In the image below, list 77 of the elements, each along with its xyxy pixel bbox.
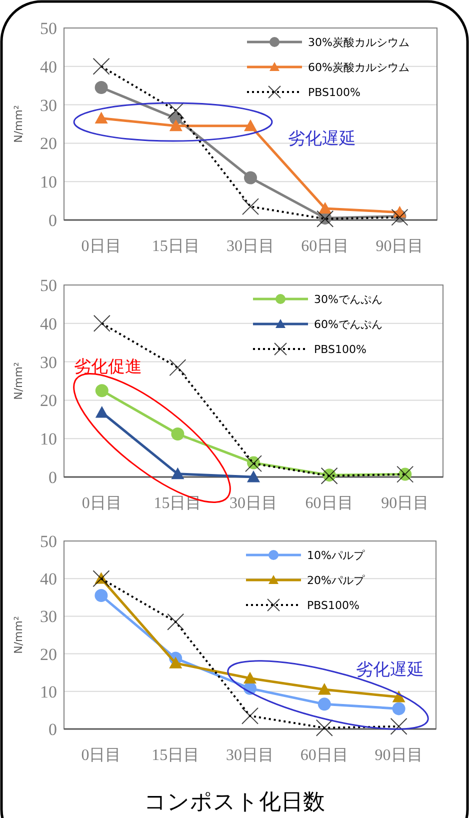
point: [95, 406, 108, 418]
point: [171, 467, 184, 480]
point: [93, 314, 110, 332]
point: [94, 112, 108, 124]
y-axis-title: N/mm²: [12, 362, 25, 400]
y-tick-label: 0: [48, 468, 57, 487]
y-tick-label: 20: [40, 134, 57, 154]
legend-label: 60%でんぷん: [314, 318, 382, 331]
point: [242, 707, 258, 724]
x-tick-label: 30日目: [226, 238, 274, 255]
point: [318, 683, 331, 695]
point: [92, 58, 110, 75]
annotation: 劣化促進: [74, 356, 142, 377]
point: [94, 81, 108, 94]
y-tick-label: 50: [40, 532, 57, 551]
y-tick-label: 30: [40, 352, 57, 372]
point: [92, 570, 110, 588]
x-tick-label: 0日目: [82, 495, 122, 512]
x-tick-label: 0日目: [81, 238, 122, 255]
y-axis-title: N/mm²: [12, 105, 25, 143]
point: [318, 202, 332, 214]
y-tick-label: 50: [40, 276, 57, 295]
annotation: 劣化遅延: [288, 128, 356, 149]
point: [169, 359, 186, 376]
y-axis-title: N/mm²: [12, 616, 25, 654]
y-tick-label: 10: [40, 682, 57, 702]
y-tick-label: 40: [40, 570, 57, 589]
y-tick-label: 30: [40, 607, 57, 626]
x-tick-label: 90日目: [376, 238, 424, 255]
point: [171, 427, 184, 440]
y-tick-label: 0: [48, 210, 57, 230]
y-tick-label: 0: [48, 720, 57, 739]
point: [318, 698, 331, 711]
x-tick-label: 60日目: [301, 238, 350, 255]
legend-label: PBS100%: [307, 598, 360, 612]
x-tick-label: 30日目: [226, 747, 274, 764]
y-tick-label: 30: [40, 96, 57, 115]
point: [316, 719, 333, 736]
point: [242, 198, 259, 216]
point: [169, 119, 182, 132]
y-tick-label: 20: [40, 644, 57, 664]
legend-label: 30%炭酸カルシウム: [308, 36, 410, 49]
x-tick-label: 90日目: [374, 747, 423, 764]
point: [244, 171, 257, 184]
point: [167, 613, 184, 630]
x-tick-label: 15日目: [152, 238, 200, 255]
x-tick-label: 90日目: [381, 495, 430, 512]
point: [391, 208, 408, 226]
point: [244, 119, 257, 132]
legend-label: 30%でんぷん: [314, 292, 382, 306]
legend-label: PBS100%: [308, 86, 360, 99]
point: [390, 718, 408, 735]
x-axis-title: コンポスト化日数: [144, 790, 325, 815]
y-tick-label: 10: [40, 172, 57, 192]
point: [94, 589, 108, 602]
point: [167, 102, 184, 120]
point: [245, 455, 262, 472]
point: [392, 702, 406, 716]
x-tick-label: 60日目: [300, 747, 348, 764]
annotation: 劣化遅延: [356, 660, 424, 680]
y-tick-label: 20: [40, 391, 57, 410]
point: [247, 470, 260, 482]
legend-label: 10%パルプ: [307, 548, 366, 562]
legend-label: PBS100%: [314, 342, 366, 356]
point: [169, 656, 182, 668]
x-tick-label: 30日目: [230, 495, 278, 512]
y-tick-label: 40: [40, 57, 57, 76]
y-tick-label: 50: [40, 18, 57, 38]
x-tick-label: 15日目: [152, 747, 200, 764]
legend-label: 60%炭酸カルシウム: [308, 60, 410, 74]
legend-label: 20%パルプ: [307, 574, 366, 587]
y-tick-label: 40: [40, 314, 57, 334]
point: [95, 384, 108, 398]
x-tick-label: 0日目: [81, 747, 122, 764]
y-tick-label: 10: [40, 430, 57, 449]
point: [244, 672, 256, 684]
x-tick-label: 60日目: [305, 495, 354, 512]
